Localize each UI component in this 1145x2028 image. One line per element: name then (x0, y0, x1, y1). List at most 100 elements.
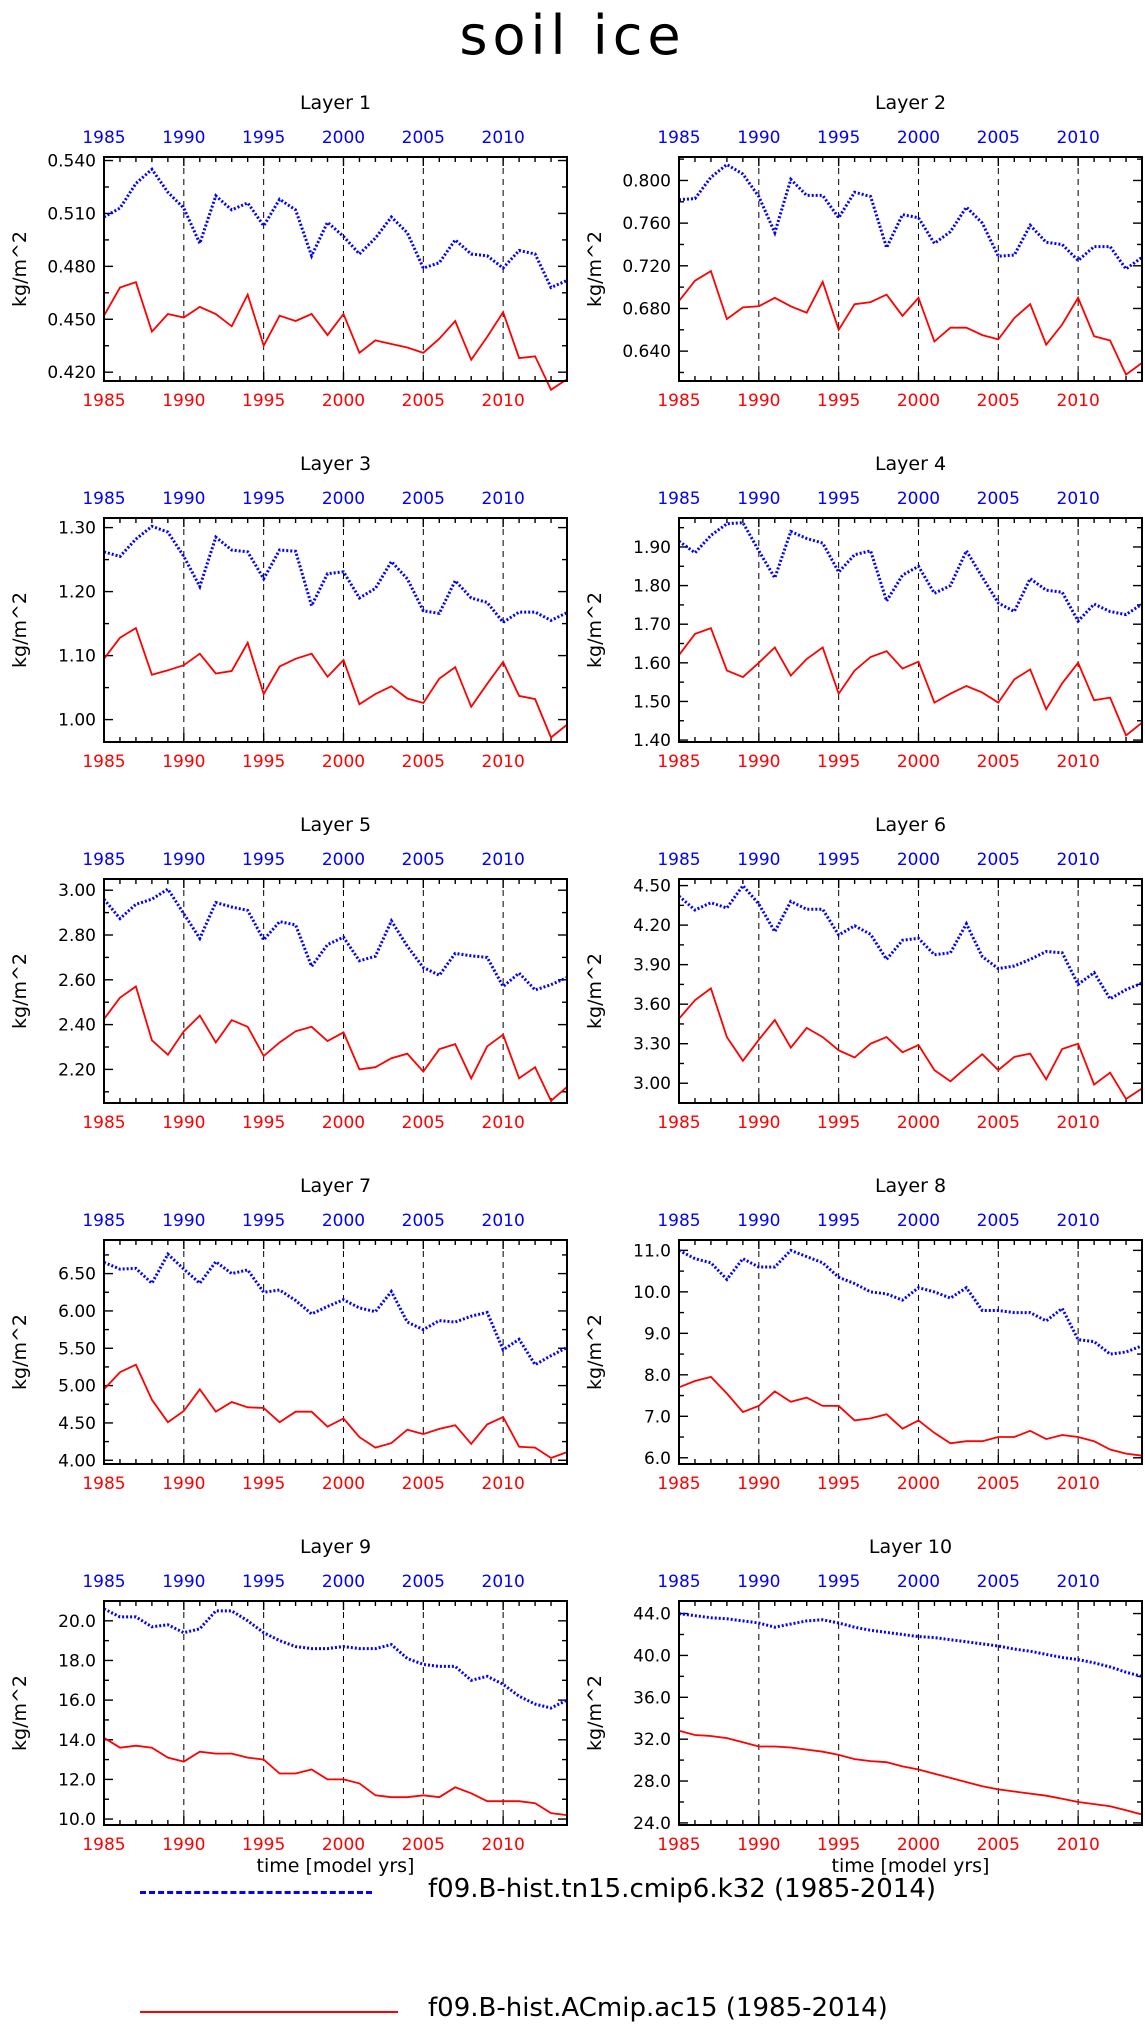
layer1-top-tick-label-1995: 1995 (242, 128, 285, 148)
layer9-title: Layer 9 (300, 1536, 371, 1558)
layer9-top-tick-label-2010: 2010 (482, 1572, 525, 1592)
layer2-ytick-label: 0.720 (622, 257, 671, 277)
layer6-ytick-label: 3.00 (633, 1074, 671, 1094)
layer4-top-tick-label-2000: 2000 (897, 489, 940, 509)
layer10-title: Layer 10 (869, 1536, 952, 1558)
layer3-bottom-tick-label-1995: 1995 (242, 752, 285, 772)
layer4-series-blue-line (678, 521, 1143, 624)
layer4-bottom-tick-label-1990: 1990 (737, 752, 780, 772)
layer8-top-tick-label-2005: 2005 (977, 1211, 1020, 1231)
layer7-ylabel: kg/m^2 (9, 1314, 31, 1390)
layer1-plot-frame (103, 156, 568, 382)
layer5-plot-frame (103, 878, 568, 1104)
layer6-ytick-label: 3.90 (633, 956, 671, 976)
layer6-bottom-tick-label-2000: 2000 (897, 1113, 940, 1133)
layer7-series-red-line (103, 1363, 568, 1460)
layer1-ytick-label: 0.480 (47, 257, 96, 277)
layer4-top-tick-label-1990: 1990 (737, 489, 780, 509)
layer9-plot-frame (103, 1600, 568, 1826)
layer7-ytick-label: 5.00 (58, 1377, 96, 1397)
layer8-bottom-tick-label-2005: 2005 (977, 1474, 1020, 1494)
layer8-bottom-tick-label-1995: 1995 (817, 1474, 860, 1494)
layer10-bottom-tick-label-1995: 1995 (817, 1835, 860, 1855)
layer9-ylabel: kg/m^2 (9, 1675, 31, 1751)
layer8-top-tick-label-2000: 2000 (897, 1211, 940, 1231)
layer10-ytick-label: 28.0 (633, 1772, 671, 1792)
layer10-series-blue-line (678, 1612, 1143, 1678)
layer2-ytick-label: 0.800 (622, 171, 671, 191)
layer9-top-tick-label-2005: 2005 (402, 1572, 445, 1592)
layer7-bottom-tick-label-2005: 2005 (402, 1474, 445, 1494)
layer6-series-red-line (678, 986, 1143, 1101)
layer5-top-tick-label-1995: 1995 (242, 850, 285, 870)
layer4-ytick-label: 1.90 (633, 538, 671, 558)
layer2-title: Layer 2 (875, 92, 946, 114)
layer1-title: Layer 1 (300, 92, 371, 114)
layer7-title: Layer 7 (300, 1175, 371, 1197)
layer4-ytick-label: 1.50 (633, 692, 671, 712)
layer6-top-tick-label-1990: 1990 (737, 850, 780, 870)
layer9-series-red-line (103, 1737, 568, 1816)
layer2-top-tick-label-2010: 2010 (1057, 128, 1100, 148)
layer2-top-tick-label-2000: 2000 (897, 128, 940, 148)
layer6-bottom-tick-label-2005: 2005 (977, 1113, 1020, 1133)
layer5-bottom-tick-label-2005: 2005 (402, 1113, 445, 1133)
legend-entry-2: f09.B-hist.ACmip.ac15 (1985-2014) (428, 1993, 888, 2023)
layer7-top-tick-label-1990: 1990 (162, 1211, 205, 1231)
layer8-ytick-label: 8.0 (644, 1366, 671, 1386)
layer3-series-blue-line (103, 524, 568, 625)
layer8-series-red-line (678, 1375, 1143, 1457)
layer9-bottom-tick-label-1995: 1995 (242, 1835, 285, 1855)
layer9-bottom-tick-label-2010: 2010 (482, 1835, 525, 1855)
layer5-ylabel: kg/m^2 (9, 953, 31, 1029)
layer5-bottom-tick-label-1995: 1995 (242, 1113, 285, 1133)
layer9-top-tick-label-2000: 2000 (322, 1572, 365, 1592)
layer9-series-blue-line (103, 1607, 568, 1710)
layer6-top-tick-label-1995: 1995 (817, 850, 860, 870)
layer4-ytick-label: 1.60 (633, 654, 671, 674)
layer3-ylabel: kg/m^2 (9, 592, 31, 668)
layer4-bottom-tick-label-1995: 1995 (817, 752, 860, 772)
layer9-ytick-label: 18.0 (58, 1651, 96, 1671)
layer7-top-tick-label-1985: 1985 (82, 1211, 125, 1231)
layer8-ytick-label: 10.0 (633, 1283, 671, 1303)
layer9-ytick-label: 14.0 (58, 1731, 96, 1751)
layer4-top-tick-label-2010: 2010 (1057, 489, 1100, 509)
layer4-plot-frame (678, 517, 1143, 743)
layer1-bottom-tick-label-2005: 2005 (402, 391, 445, 411)
layer3-ytick-label: 1.30 (58, 519, 96, 539)
layer3-bottom-tick-label-1990: 1990 (162, 752, 205, 772)
layer1-top-tick-label-2010: 2010 (482, 128, 525, 148)
layer1-top-tick-label-1990: 1990 (162, 128, 205, 148)
layer6-ytick-label: 4.20 (633, 916, 671, 936)
layer9-bottom-tick-label-1985: 1985 (82, 1835, 125, 1855)
layer10-top-tick-label-2000: 2000 (897, 1572, 940, 1592)
layer8-title: Layer 8 (875, 1175, 946, 1197)
layer7-bottom-tick-label-1995: 1995 (242, 1474, 285, 1494)
layer3-title: Layer 3 (300, 453, 371, 475)
layer3-bottom-tick-label-2000: 2000 (322, 752, 365, 772)
layer10-top-tick-label-2005: 2005 (977, 1572, 1020, 1592)
layer4-ytick-label: 1.70 (633, 615, 671, 635)
legend-line-solid (140, 2011, 398, 2013)
layer2-ytick-label: 0.760 (622, 214, 671, 234)
layer5-bottom-tick-label-1985: 1985 (82, 1113, 125, 1133)
layer10-bottom-tick-label-1990: 1990 (737, 1835, 780, 1855)
layer4-series-red-line (678, 626, 1143, 737)
layer10-bottom-tick-label-2000: 2000 (897, 1835, 940, 1855)
layer8-series-blue-line (678, 1248, 1143, 1356)
layer5-top-tick-label-2010: 2010 (482, 850, 525, 870)
layer10-bottom-tick-label-2010: 2010 (1057, 1835, 1100, 1855)
layer2-top-tick-label-1990: 1990 (737, 128, 780, 148)
layer1-bottom-tick-label-1985: 1985 (82, 391, 125, 411)
layer2-ylabel: kg/m^2 (584, 231, 606, 307)
layer6-ylabel: kg/m^2 (584, 953, 606, 1029)
layer9-bottom-tick-label-2000: 2000 (322, 1835, 365, 1855)
layer3-plot-frame (103, 517, 568, 743)
layer9-bottom-tick-label-1990: 1990 (162, 1835, 205, 1855)
layer7-bottom-tick-label-2000: 2000 (322, 1474, 365, 1494)
layer10-ytick-label: 24.0 (633, 1814, 671, 1834)
layer5-series-blue-line (102, 887, 568, 992)
layer9-ytick-label: 20.0 (58, 1612, 96, 1632)
layer1-bottom-tick-label-2010: 2010 (482, 391, 525, 411)
